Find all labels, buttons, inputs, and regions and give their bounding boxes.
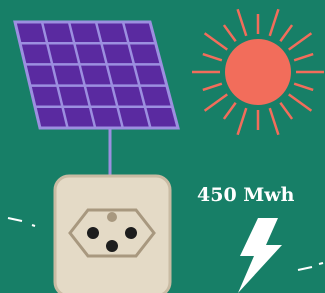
page: 450 Mwh (() => { const data = JSON.parse… [0,0,325,293]
power-socket [55,176,170,293]
illustration: 450 Mwh [0,0,325,293]
energy-label: 450 Mwh [197,184,295,206]
